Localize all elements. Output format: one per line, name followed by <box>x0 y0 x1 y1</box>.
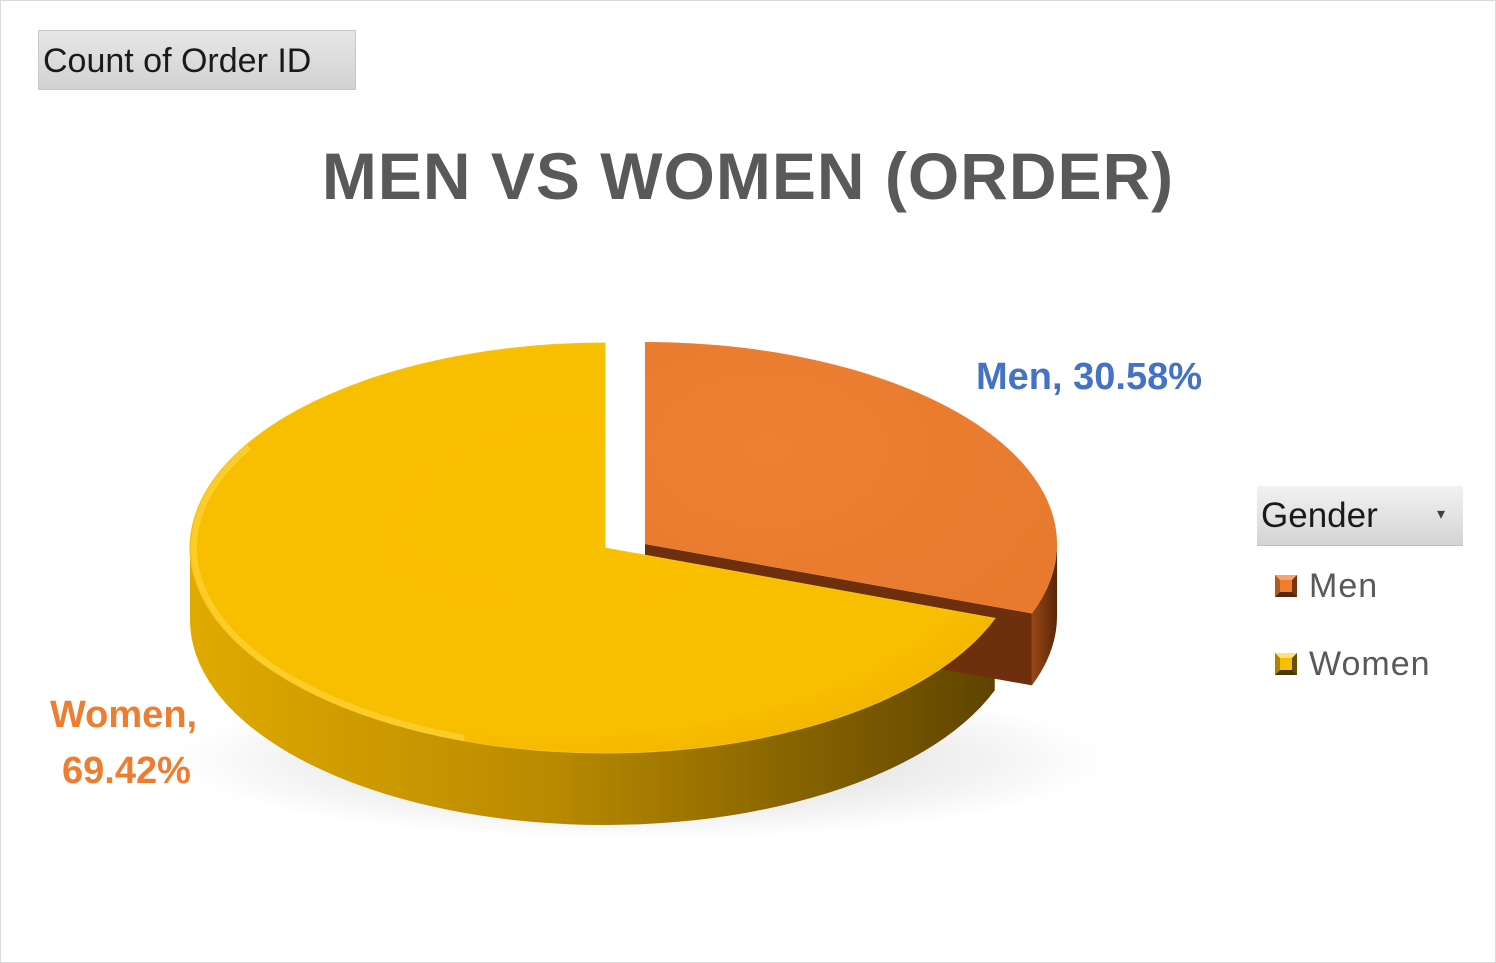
legend-label-men: Men <box>1309 566 1379 605</box>
count-of-order-id-field-button[interactable]: Count of Order ID <box>38 30 356 90</box>
legend-field-button-gender[interactable]: Gender ▾ <box>1257 486 1463 546</box>
legend-title: Gender <box>1261 496 1378 535</box>
chart-title: MEN VS WOMEN (ORDER) <box>321 139 1175 213</box>
legend-item-men[interactable]: Men <box>1275 566 1378 606</box>
pie-slice-women-side <box>190 548 995 825</box>
pie-bevel-highlight <box>191 444 465 741</box>
chevron-down-icon[interactable]: ▾ <box>1436 506 1445 523</box>
data-label-women-category: Women, <box>50 694 198 736</box>
legend-swatch-men <box>1275 575 1297 597</box>
pie-slice-men <box>645 342 1058 614</box>
pie-slice-women <box>189 342 996 754</box>
legend-label-women: Women <box>1309 644 1431 683</box>
legend-item-women[interactable]: Women <box>1275 644 1431 684</box>
data-label-men: Men, 30.58% <box>976 356 1202 398</box>
data-label-women-value: 69.42% <box>62 750 191 792</box>
pie-slice-men-side <box>1031 544 1057 686</box>
legend-swatch-women <box>1275 653 1297 675</box>
